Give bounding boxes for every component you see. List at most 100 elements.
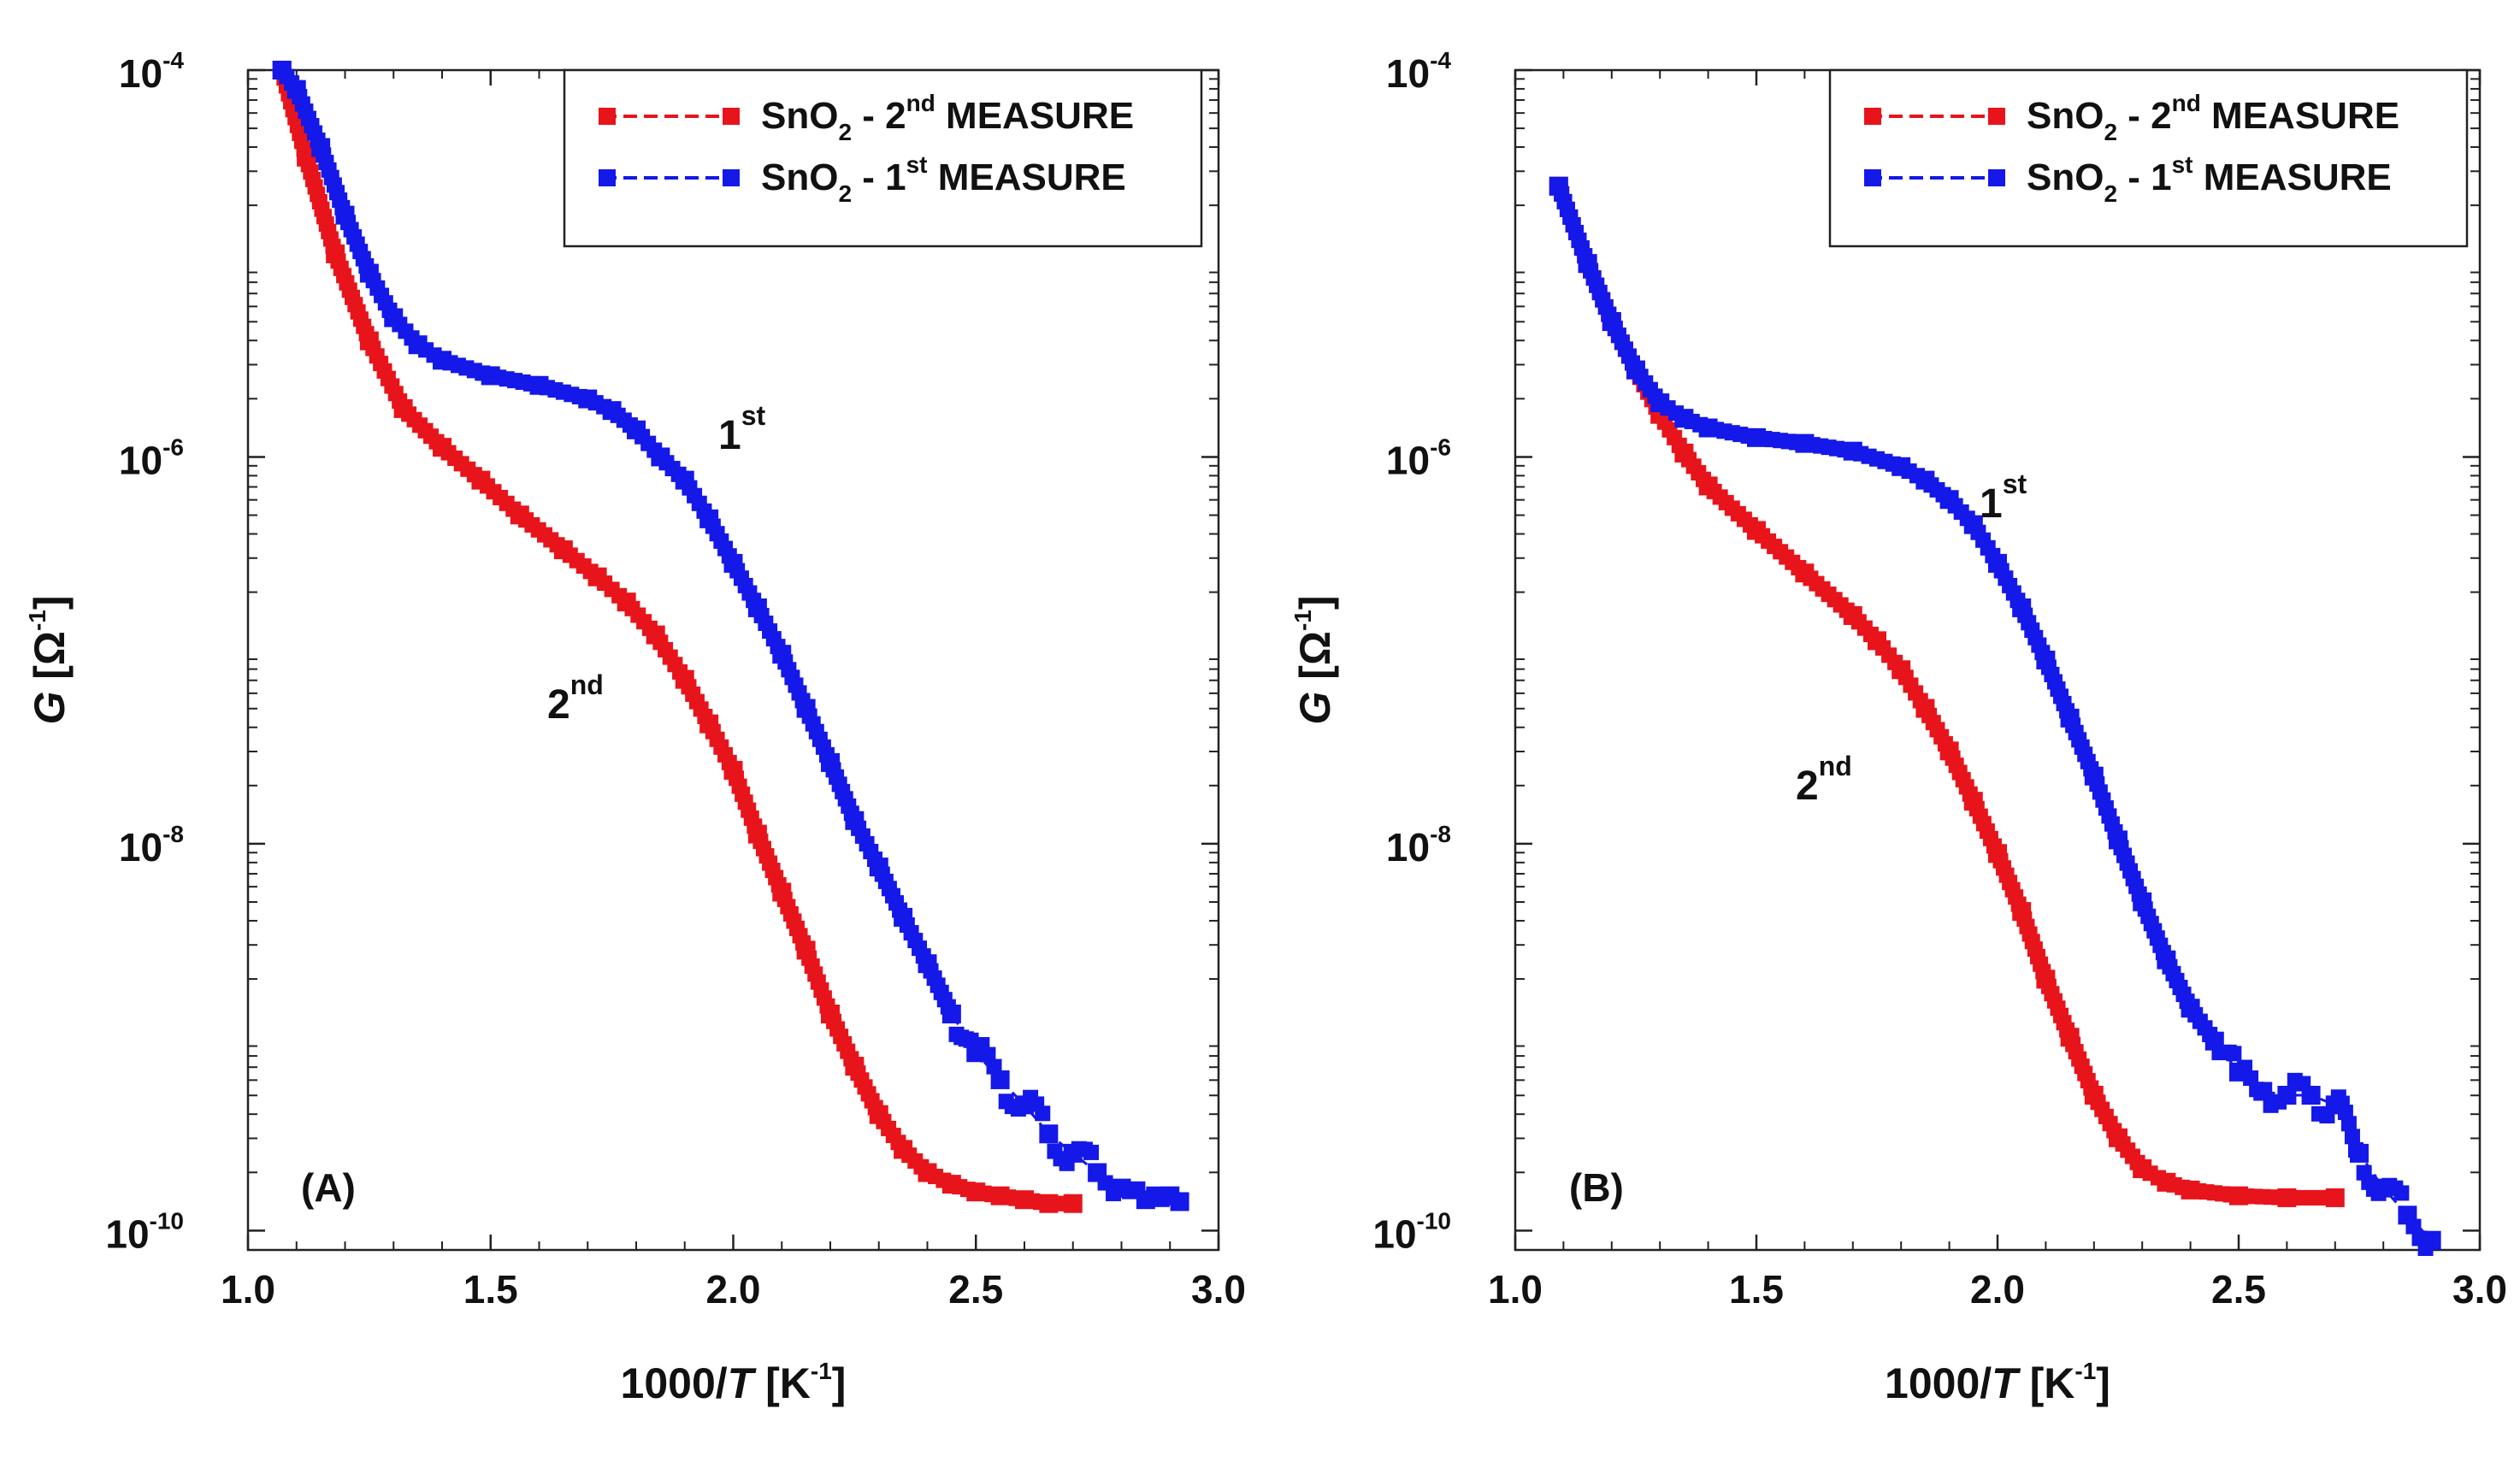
- data-marker: [2405, 1218, 2422, 1235]
- data-marker: [2107, 824, 2123, 840]
- data-marker: [2035, 964, 2051, 980]
- x-axis-label-main: 1000/: [621, 1359, 728, 1407]
- y-tick-base: 10: [1386, 51, 1430, 96]
- data-marker: [2319, 1189, 2335, 1206]
- data-marker: [1059, 1155, 1075, 1171]
- legend-marker: [1864, 108, 1881, 125]
- data-marker: [1885, 456, 1901, 472]
- data-marker: [325, 239, 341, 255]
- data-marker: [2202, 1026, 2218, 1042]
- y-tick-exponent: -8: [1430, 821, 1451, 847]
- curve-annotation-2: 2nd: [547, 669, 604, 728]
- legend-entry-label: SnO2 - 1st MEASURE: [761, 151, 1126, 207]
- data-marker: [770, 876, 787, 893]
- y-tick-exponent: -6: [1430, 433, 1451, 460]
- legend-marker: [599, 169, 616, 186]
- legend-marker: [723, 108, 740, 125]
- data-marker: [2249, 1082, 2265, 1098]
- x-tick-label: 1.5: [463, 1267, 518, 1312]
- y-tick-label: 10-4: [1386, 47, 1451, 96]
- data-marker: [2151, 1170, 2166, 1186]
- data-marker: [2059, 1022, 2075, 1038]
- data-marker: [1057, 1195, 1073, 1211]
- data-marker: [1986, 838, 2002, 854]
- legend-superscript: nd: [906, 90, 935, 116]
- data-marker: [2319, 1108, 2335, 1124]
- series-second-measure: [272, 61, 1083, 1213]
- data-point: [1170, 1192, 1189, 1211]
- data-marker: [505, 501, 522, 517]
- data-marker: [310, 133, 326, 149]
- y-tick-base: 10: [1386, 438, 1430, 482]
- data-marker: [2010, 592, 2026, 609]
- y-tick-label: 10-10: [105, 1207, 184, 1256]
- data-marker: [2222, 1187, 2239, 1203]
- x-axis-label: 1000/T [K-1]: [1885, 1358, 2110, 1407]
- x-tick-label: 3.0: [1191, 1267, 1246, 1312]
- curve-annotation-1: 1st: [718, 400, 766, 458]
- x-tick-label: 2.5: [948, 1267, 1003, 1312]
- x-axis-label-close: ]: [2096, 1359, 2110, 1407]
- annotation-number: 1: [718, 413, 741, 458]
- data-marker: [2295, 1076, 2311, 1092]
- data-marker: [1962, 786, 1978, 802]
- data-marker: [2179, 993, 2195, 1010]
- data-marker: [428, 433, 445, 450]
- data-marker: [381, 302, 398, 318]
- data-marker: [404, 330, 420, 346]
- data-marker: [959, 1182, 976, 1198]
- x-tick-label: 2.0: [1970, 1267, 2025, 1312]
- x-axis-label-unit: [K: [753, 1359, 811, 1407]
- data-marker: [890, 1135, 906, 1151]
- y-tick-label: 10-6: [1386, 433, 1451, 482]
- data-marker: [1671, 437, 1687, 453]
- data-marker: [1577, 248, 1593, 264]
- y-axis-label-exp: -1: [24, 610, 50, 631]
- data-marker: [1130, 1181, 1146, 1197]
- y-tick-label: 10-8: [1386, 821, 1451, 870]
- data-marker: [1887, 654, 1903, 670]
- y-tick-base: 10: [1372, 1211, 1416, 1256]
- data-marker: [818, 746, 835, 763]
- legend-formula: SnO: [761, 95, 838, 137]
- legend-box: [1828, 68, 2469, 248]
- data-point: [1039, 1124, 1059, 1144]
- data-marker: [1035, 1105, 1051, 1122]
- data-marker: [1668, 405, 1684, 422]
- data-marker: [582, 563, 599, 580]
- data-marker: [940, 999, 956, 1015]
- data-marker: [358, 258, 375, 274]
- annotation-ordinal: nd: [1819, 751, 1852, 781]
- data-marker: [986, 1058, 1002, 1075]
- y-tick-exponent: -4: [1430, 47, 1451, 74]
- legend-measure-number: - 1: [2117, 156, 2172, 198]
- data-marker: [670, 466, 687, 482]
- series-first-measure: [272, 61, 1189, 1211]
- x-axis-label-var: T: [1992, 1359, 2021, 1407]
- x-tick-label: 3.0: [2452, 1267, 2507, 1312]
- data-marker: [672, 663, 688, 680]
- x-axis-label-exp: -1: [811, 1358, 832, 1384]
- legend-subscript: 2: [2104, 180, 2117, 207]
- data-marker: [1862, 627, 1879, 643]
- data-marker: [1985, 547, 2001, 563]
- annotation-number: 2: [547, 682, 570, 728]
- x-axis-label-exp: -1: [2074, 1358, 2096, 1384]
- data-marker: [819, 998, 835, 1014]
- data-marker: [2271, 1094, 2287, 1110]
- data-marker: [1010, 1100, 1026, 1117]
- legend-superscript: st: [2172, 151, 2193, 178]
- data-marker: [913, 1158, 930, 1175]
- y-tick-label: 10-6: [119, 433, 184, 482]
- data-marker: [1838, 602, 1855, 618]
- data-marker: [892, 902, 908, 918]
- x-axis-label: 1000/T [K-1]: [621, 1358, 847, 1407]
- data-marker: [1154, 1191, 1170, 1207]
- x-axis-label-unit: [K: [2018, 1359, 2075, 1407]
- legend-measure-number: - 1: [852, 156, 906, 198]
- data-marker: [1647, 388, 1663, 404]
- data-marker: [2131, 886, 2147, 902]
- data-marker: [2226, 1046, 2242, 1062]
